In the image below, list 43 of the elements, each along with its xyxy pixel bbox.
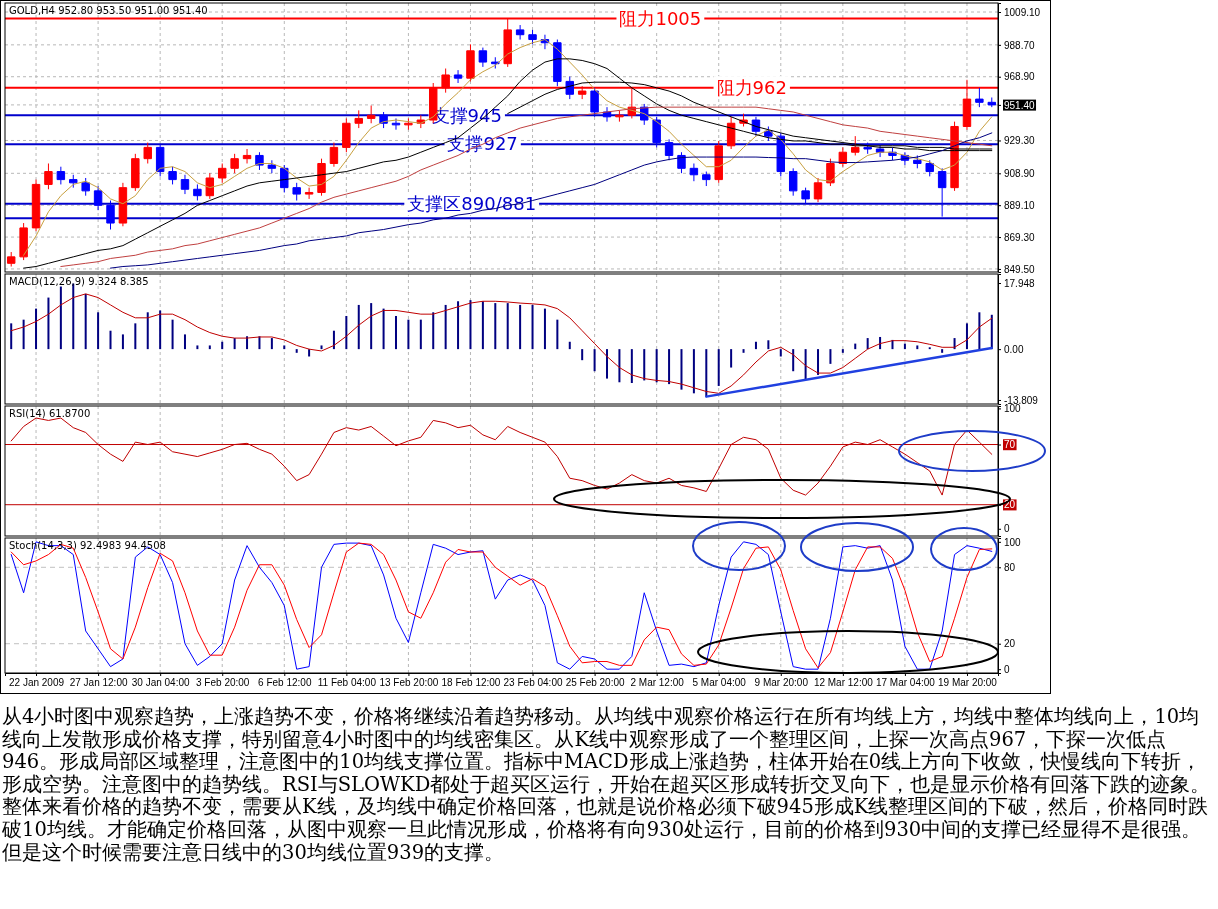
y-tick-label: 1009.10 [1004,6,1041,18]
y-tick-label: 849.50 [1004,263,1036,275]
x-tick-label: 25 Feb 20:00 [565,677,625,689]
x-tick-label: 6 Feb 12:00 [258,677,312,689]
x-tick-label: 27 Jan 12:00 [69,677,128,689]
x-tick-label: 12 Mar 12:00 [813,677,874,689]
y-tick-label: 929.30 [1004,135,1036,147]
y-tick-label: 0.00 [1004,343,1024,355]
y-tick-label: 70 [1004,439,1016,451]
y-tick-label: 100 [1004,536,1022,548]
x-tick-label: 30 Jan 04:00 [131,677,191,689]
x-tick-label: 17 Mar 04:00 [875,677,936,689]
y-tick-label: 80 [1004,561,1016,573]
x-tick-label: 9 Mar 20:00 [754,677,809,689]
y-tick-label: 0 [1004,523,1010,535]
x-tick-label: 5 Mar 04:00 [692,677,747,689]
text: 从4小时图中观察趋势，上涨趋势不变，价格将继续沿着趋势移动。从均线中观察价格运行在所有均线上方，均线中整体均线向上，10均线向上发散形成价格支撑，特别留意4小时图中的均线密集区。从K线中观察形成了一个整理区间，上探一次高点967，下探一次低点946。形成局部区域整理，注意图中的10均线支撑位置。指标中MACD形成上涨趋势，柱体开始在0线上方向下收敛，快慢线向下转折，形成空势。注意图中的趋势线。RSI与SLOWKD都处于超买区运行，开始在超买区形成转折交叉向下，也是显示价格有回落下跌的迹象。整体来看价格的趋势不变，需要从K线，及均线中确定价格回落，也就是说价格必须下破945形成K线整理区间的下破，然后，价格同时跌破10均线。才能确定价格回落，从图中观察一旦此情况形成，价格将有向930处运行，目前的价格到930中间的支撑已经显得不是很强。但是这个时候需要注意日线中的30均线位置939的支撑。 [2,705,1212,865]
y-tick-label: 988.70 [1004,39,1036,51]
y-tick-label: -13.809 [1004,394,1039,406]
y-tick-label: 100 [1004,403,1022,415]
y-tick-label: 951.40 [1004,99,1036,111]
y-tick-label: 20 [1004,638,1016,650]
y-tick-label: 20 [1004,499,1016,511]
y-tick-label: 17.948 [1004,277,1036,289]
x-tick-label: 18 Feb 12:00 [441,677,501,689]
x-tick-label: 13 Feb 20:00 [379,677,439,689]
x-tick-label: 19 Mar 20:00 [938,677,998,689]
y-tick-label: 889.10 [1004,199,1036,211]
x-tick-label: 11 Feb 04:00 [317,677,377,689]
y-tick-label: 908.90 [1004,168,1036,180]
y-tick-label: 0 [1004,663,1010,675]
y-tick-label: 869.30 [1004,231,1036,243]
x-tick-label: 23 Feb 04:00 [503,677,563,689]
chart-title: RSI(14) 61.8700 [9,408,91,419]
chart-title: MACD(12,26,9) 9.324 8.385 [9,276,149,287]
y-tick-label: 968.90 [1004,71,1036,83]
chart-title: GOLD,H4 952.80 953.50 951.00 951.40 [9,5,208,16]
x-tick-label: 3 Feb 20:00 [196,677,250,689]
ref-line-label: 阻力1005 [619,7,702,29]
ref-line-label: 阻力962 [716,77,787,99]
x-tick-label: 2 Mar 12:00 [630,677,685,689]
x-tick-label: 22 Jan 2009 [9,677,65,689]
ref-line-label: 支撑927 [447,133,518,155]
